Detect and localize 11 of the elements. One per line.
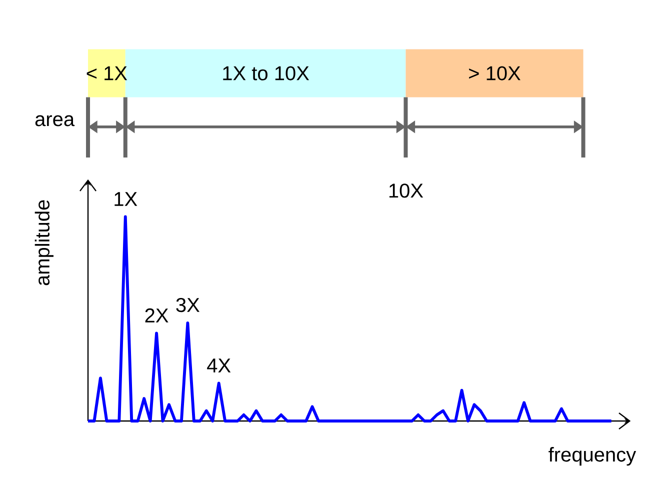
text: < 1X [86,66,128,80]
annotation: 4X [207,358,231,372]
text: 1X [114,192,138,206]
annotation: 2X [145,308,168,322]
x-axis-title: frequency [548,447,636,466]
text: area [35,115,75,126]
text: > 10X [469,66,520,80]
annotation: 3X [176,298,200,312]
y-axis-title: amplitude [34,200,54,286]
text: 10X [389,184,424,198]
text: 1X to 10X [223,66,310,80]
